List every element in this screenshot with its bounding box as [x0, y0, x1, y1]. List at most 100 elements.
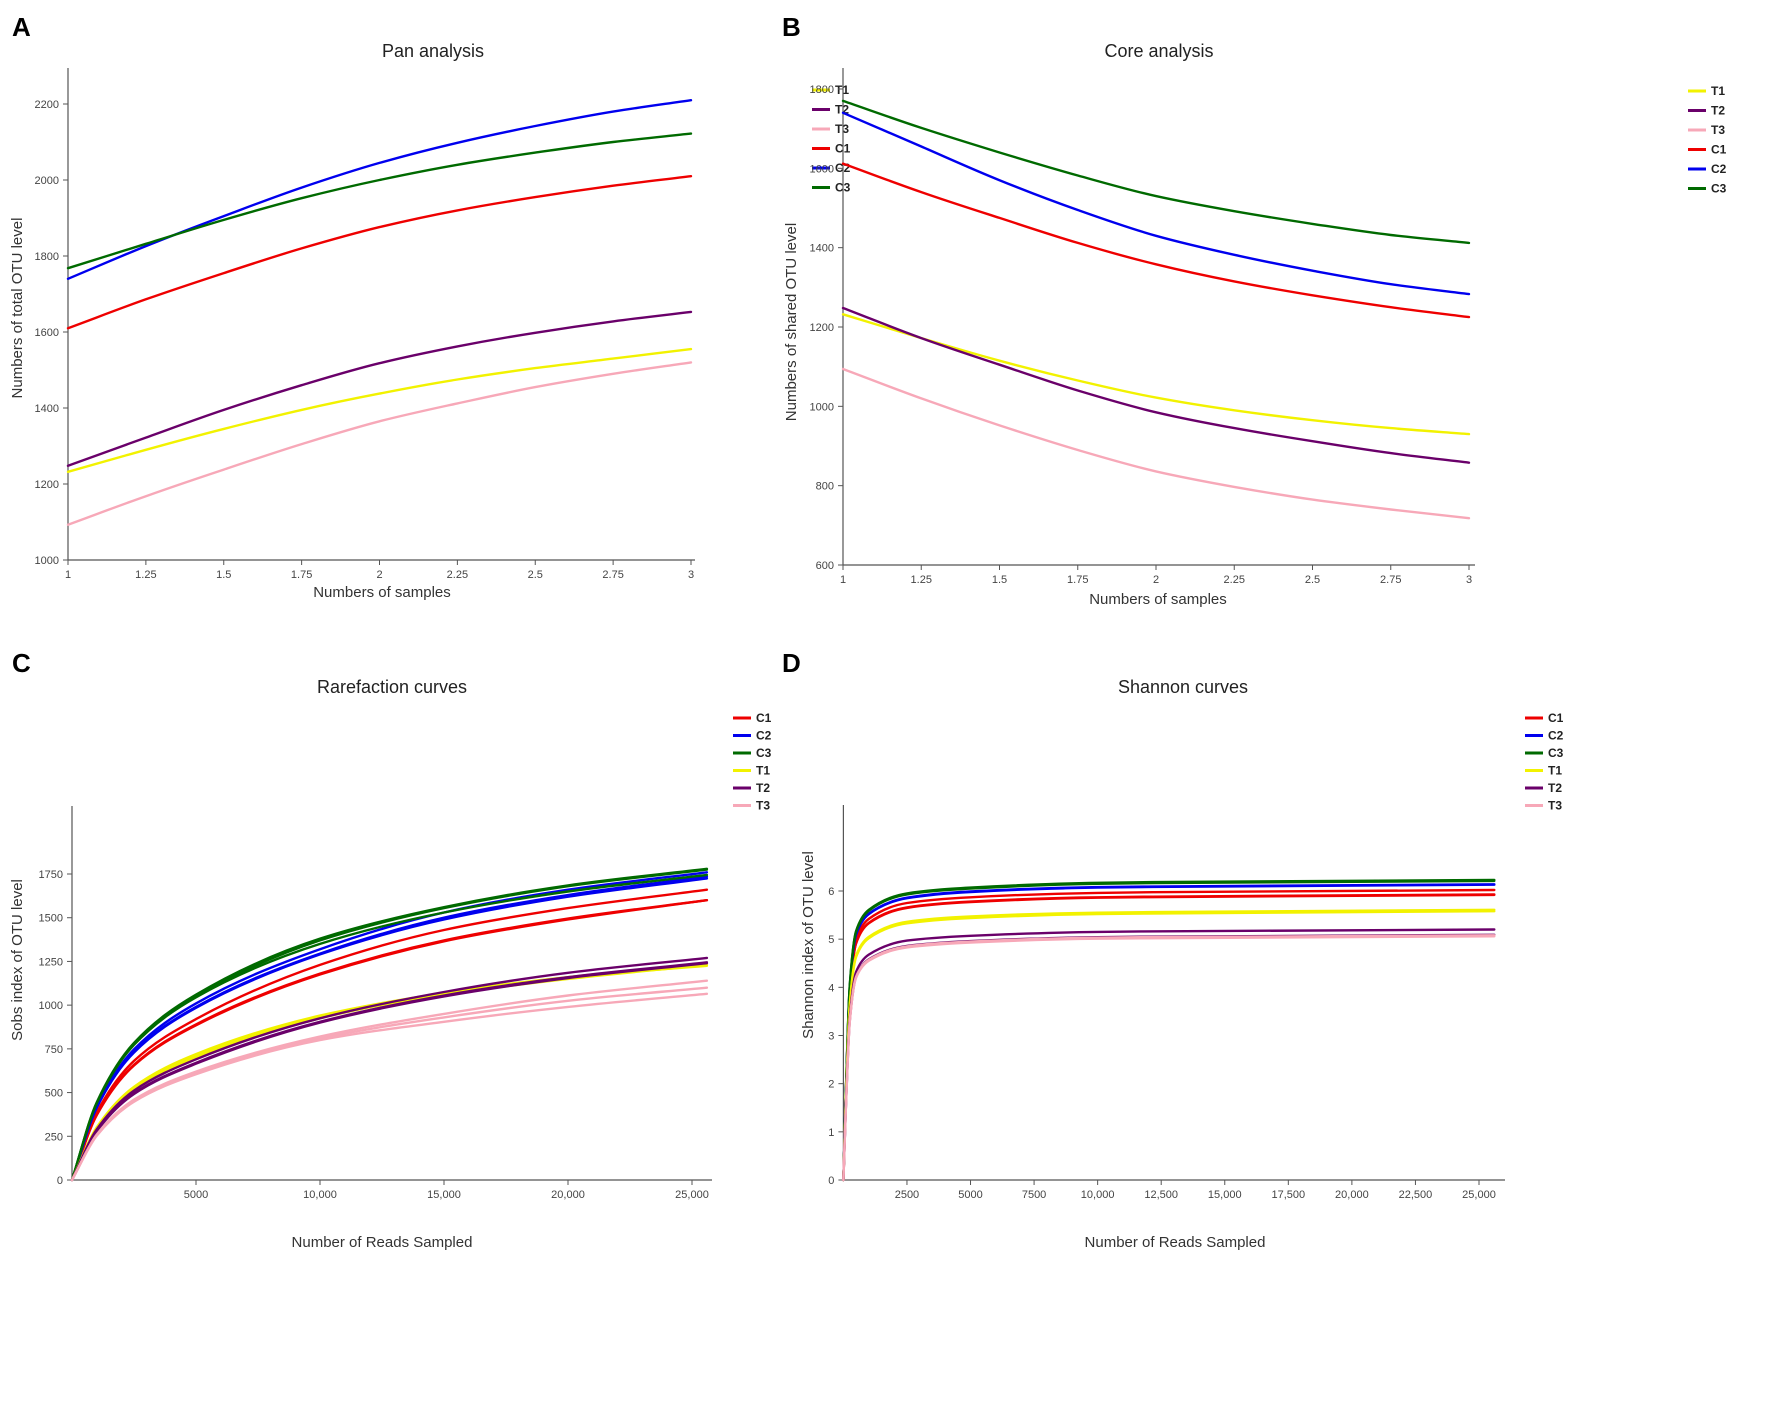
- x-axis-label: Numbers of samples: [313, 584, 451, 601]
- y-tick-label: 2: [828, 1079, 834, 1091]
- y-tick-label: 250: [45, 1131, 63, 1143]
- x-tick-label: 10,000: [303, 1189, 337, 1201]
- legend-label-c1: C1: [1548, 711, 1564, 725]
- x-tick-label: 15,000: [1208, 1189, 1242, 1201]
- legend-label-t3: T3: [1711, 123, 1725, 137]
- legend-label-t2: T2: [1711, 104, 1725, 118]
- x-tick-label: 3: [1466, 574, 1472, 586]
- series-line-c3-rep1: [842, 878, 1496, 1182]
- series-line-t2-rep1: [842, 928, 1496, 1182]
- series-line-t2: [66, 310, 693, 467]
- y-tick-label: 1400: [810, 243, 834, 255]
- series-line-t3-rep1: [70, 979, 709, 1182]
- legend-label-t1: T1: [1711, 84, 1725, 98]
- series-line-t1-rep1: [842, 908, 1496, 1182]
- series-line-c1-rep1: [70, 888, 709, 1182]
- y-tick-label: 1800: [35, 251, 59, 263]
- x-tick-label: 2.25: [1224, 574, 1245, 586]
- legend-label-c3: C3: [1711, 182, 1727, 196]
- x-tick-label: 1.25: [135, 569, 156, 581]
- series-line-c1-rep1: [842, 888, 1496, 1182]
- y-tick-label: 1500: [39, 913, 63, 925]
- x-tick-label: 3: [688, 569, 694, 581]
- y-axis-label: Numbers of shared OTU level: [783, 223, 800, 421]
- series-line-c2-rep3: [70, 877, 709, 1182]
- panel-a: A Pan analysis 1 1.25 1.5 1.75 2 2.25 2.5 2.75 3 10…: [9, 12, 851, 601]
- series-line-t3-rep3: [70, 992, 709, 1182]
- x-axis-label: Numbers of samples: [1089, 591, 1227, 608]
- x-tick-label: 2.75: [1380, 574, 1401, 586]
- series-line-t3: [841, 367, 1471, 520]
- series-line-c3-rep3: [70, 873, 709, 1182]
- y-tick-label: 1250: [39, 956, 63, 968]
- x-tick-label: 5000: [184, 1189, 208, 1201]
- x-tick-label: 25,000: [1462, 1189, 1496, 1201]
- legend-label-c1: C1: [756, 711, 772, 725]
- x-tick-label: 25,000: [675, 1189, 709, 1201]
- x-tick-label: 20,000: [551, 1189, 585, 1201]
- legend-label-c2: C2: [1548, 729, 1564, 743]
- x-tick-label: 1.75: [291, 569, 312, 581]
- series-line-c3: [841, 99, 1471, 245]
- series-line-t2-rep3: [70, 962, 709, 1182]
- x-tick-label: 1: [65, 569, 71, 581]
- x-axis-label: Number of Reads Sampled: [292, 1234, 473, 1251]
- y-tick-label: 1200: [35, 479, 59, 491]
- series-line-t3-rep2: [842, 935, 1496, 1182]
- chart-title: Shannon curves: [1118, 677, 1248, 697]
- y-tick-label: 0: [828, 1175, 834, 1187]
- x-tick-label: 2.5: [528, 569, 543, 581]
- x-tick-label: 7500: [1022, 1189, 1046, 1201]
- x-tick-label: 2500: [895, 1189, 919, 1201]
- y-tick-label: 750: [45, 1044, 63, 1056]
- series-line-c1: [66, 175, 693, 330]
- legend-label-c3: C3: [756, 746, 772, 760]
- series-line-c2: [841, 111, 1471, 296]
- x-tick-label: 12,500: [1144, 1189, 1178, 1201]
- y-tick-label: 1000: [39, 1000, 63, 1012]
- series-line-c1-rep3: [70, 899, 709, 1182]
- y-tick-label: 1800: [810, 84, 834, 96]
- panel-letter: B: [782, 12, 801, 42]
- series-line-c1: [841, 162, 1471, 319]
- legend-label-c2: C2: [756, 729, 772, 743]
- legend-label-t3: T3: [1548, 799, 1562, 813]
- x-tick-label: 2.25: [447, 569, 468, 581]
- y-tick-label: 1000: [810, 401, 834, 413]
- x-tick-label: 2.75: [602, 569, 623, 581]
- y-tick-label: 2200: [35, 99, 59, 111]
- x-tick-label: 22,500: [1399, 1189, 1433, 1201]
- chart-title: Core analysis: [1104, 41, 1213, 61]
- x-tick-label: 1.5: [216, 569, 231, 581]
- legend-label-t3: T3: [756, 799, 770, 813]
- panel-b: B Core analysis 1 1.25 1.5 1.75 2 2.25 2.5 2.75 3 6…: [782, 12, 1727, 608]
- y-tick-label: 4: [828, 982, 834, 994]
- y-tick-label: 800: [816, 481, 834, 493]
- y-tick-label: 3: [828, 1031, 834, 1043]
- series-line-t3-rep1: [842, 934, 1496, 1182]
- x-tick-label: 2.5: [1305, 574, 1320, 586]
- y-tick-label: 1600: [810, 163, 834, 175]
- y-tick-label: 0: [57, 1175, 63, 1187]
- x-tick-label: 17,500: [1271, 1189, 1305, 1201]
- series-line-t1: [66, 347, 693, 473]
- series-line-t2-rep2: [842, 933, 1496, 1182]
- legend-label-t1: T1: [835, 83, 849, 97]
- chart-title: Rarefaction curves: [317, 677, 467, 697]
- legend-label-c3: C3: [1548, 746, 1564, 760]
- y-axis-label: Numbers of total OTU level: [9, 218, 26, 399]
- y-tick-label: 5: [828, 934, 834, 946]
- legend-label-c1: C1: [1711, 143, 1727, 157]
- panel-d: D Shannon curves 2500 5000 7500 10,000 12,500 1…: [782, 648, 1564, 1251]
- series-line-c3-rep2: [842, 879, 1496, 1182]
- panel-letter: A: [12, 12, 31, 42]
- x-tick-label: 1.75: [1067, 574, 1088, 586]
- x-tick-label: 20,000: [1335, 1189, 1369, 1201]
- x-tick-label: 10,000: [1081, 1189, 1115, 1201]
- x-tick-label: 5000: [958, 1189, 982, 1201]
- series-line-c2-rep1: [842, 883, 1496, 1182]
- series-line-t3: [66, 361, 693, 526]
- y-tick-label: 1200: [810, 322, 834, 334]
